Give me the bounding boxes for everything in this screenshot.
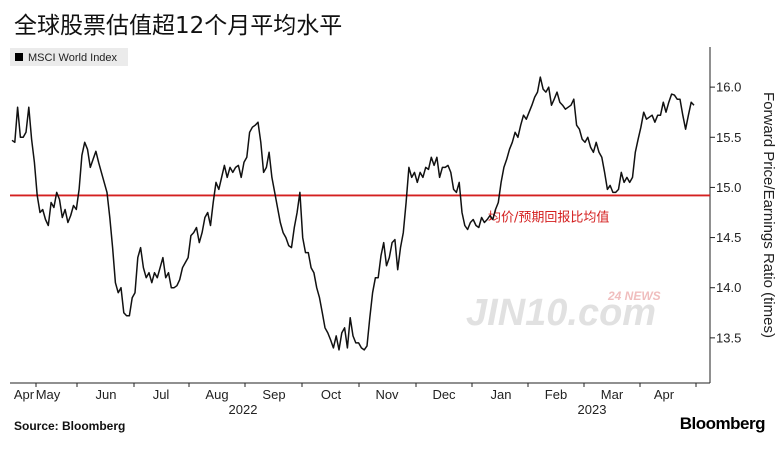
watermark-badge: 24 NEWS: [607, 289, 661, 303]
x-tick-label: Jul: [153, 387, 170, 402]
x-tick-label: Jun: [96, 387, 117, 402]
x-tick-label: Sep: [262, 387, 285, 402]
x-tick-label: Nov: [375, 387, 399, 402]
x-tick-label: Jan: [491, 387, 512, 402]
x-tick-label: Aug: [205, 387, 228, 402]
y-tick-label: 13.5: [716, 330, 741, 345]
x-ticks: Apr May Jun Jul Aug Sep Oct Nov Dec Jan Feb Mar Apr2…: [14, 383, 697, 417]
legend-swatch-icon: [15, 53, 23, 61]
x-tick-label: Apr: [14, 387, 35, 402]
y-tick-label: 15.0: [716, 180, 741, 195]
x-tick-label: Dec: [432, 387, 456, 402]
y-tick-label: 16.0: [716, 80, 741, 95]
x-tick-label: Mar: [601, 387, 624, 402]
legend-box: [10, 48, 128, 66]
y-tick-label: 15.5: [716, 130, 741, 145]
source-note: Source: Bloomberg: [14, 419, 126, 433]
x-year-label: 2022: [229, 402, 258, 417]
average-label: 均价/预期回报比均值: [488, 209, 609, 225]
y-ticks: 13.5 14.0 14.5 15.0 15.5 16.0: [710, 80, 741, 345]
y-tick-label: 14.0: [716, 280, 741, 295]
bloomberg-logo: Bloomberg: [679, 414, 766, 433]
x-tick-label: Apr: [654, 387, 675, 402]
x-tick-label: Oct: [321, 387, 342, 402]
watermark-text: JIN10.com: [466, 292, 656, 334]
chart-title: 全球股票估值超12个月平均水平: [14, 13, 343, 39]
y-axis-label: Forward Price/Earnings Ratio (times): [760, 92, 777, 338]
x-year-label: 2023: [578, 402, 607, 417]
series-line-msci-world: [11, 76, 695, 351]
watermark: JIN10.com 24 NEWS: [466, 288, 661, 334]
legend-label: MSCI World Index: [28, 52, 118, 64]
x-tick-label: May: [36, 387, 61, 402]
watermark-badge-bg: [604, 288, 660, 302]
x-tick-label: Feb: [545, 387, 567, 402]
y-tick-label: 14.5: [716, 230, 741, 245]
